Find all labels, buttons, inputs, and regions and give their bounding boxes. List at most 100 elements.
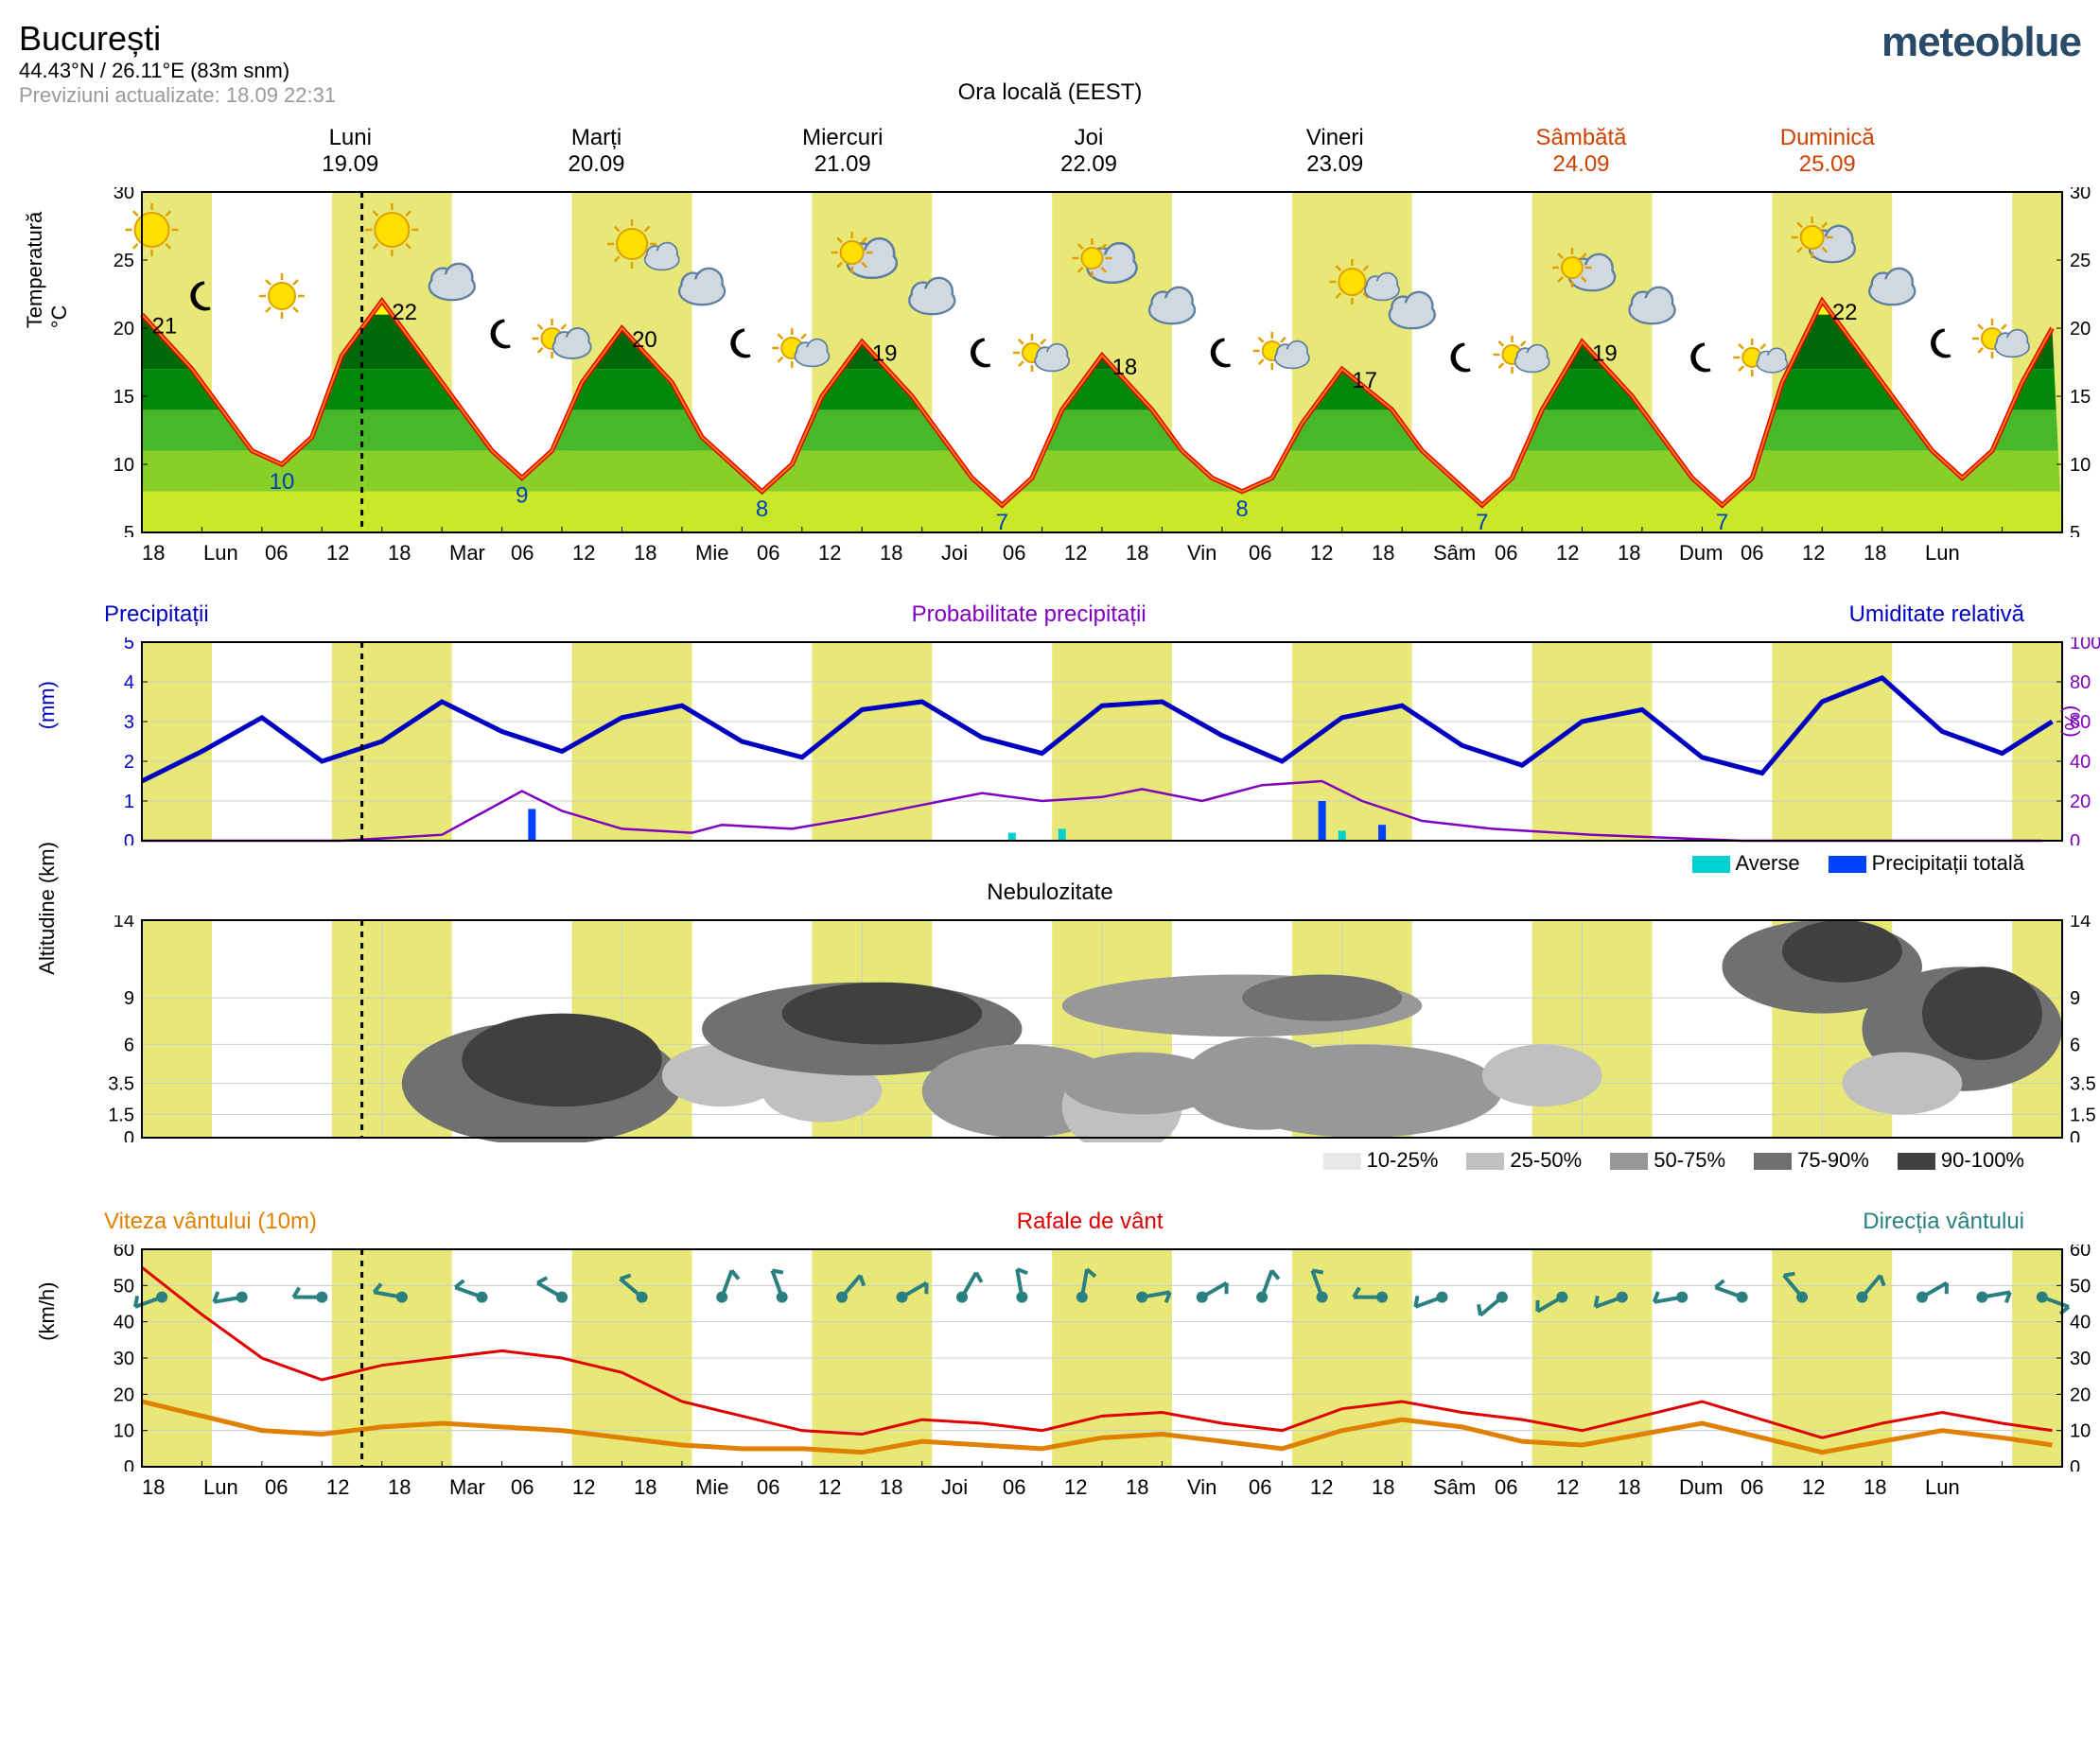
svg-text:40: 40 — [2070, 752, 2091, 773]
svg-text:22: 22 — [392, 300, 417, 325]
svg-text:25: 25 — [114, 251, 134, 271]
svg-text:10: 10 — [2070, 1421, 2091, 1442]
svg-text:30: 30 — [2070, 1349, 2091, 1369]
svg-text:10: 10 — [114, 1421, 134, 1442]
day-header: Duminică25.09 — [1705, 125, 1951, 178]
precipitation-chart: 012345 020406080100 — [104, 637, 2100, 845]
legend-item: 25-50% — [1466, 1148, 1582, 1173]
svg-text:30: 30 — [114, 187, 134, 203]
svg-text:4: 4 — [124, 672, 134, 693]
precip-y-label-left: (mm) — [35, 681, 60, 729]
day-header: Vineri23.09 — [1212, 125, 1458, 178]
svg-text:0: 0 — [124, 1457, 134, 1472]
svg-text:8: 8 — [756, 496, 768, 522]
day-header: Marți20.09 — [473, 125, 719, 178]
svg-text:8: 8 — [1235, 496, 1248, 522]
wind-chart: 0 10 20 30 40 50 60 0 10 20 30 40 50 60 — [104, 1245, 2100, 1472]
legend-item: 10-25% — [1323, 1148, 1439, 1173]
svg-text:15: 15 — [2070, 387, 2091, 408]
svg-text:50: 50 — [2070, 1276, 2091, 1297]
cloud-panel: Altitudine (km) 001.51.53.53.566991414 — [104, 915, 2024, 1142]
svg-text:2: 2 — [124, 752, 134, 773]
svg-text:0: 0 — [2070, 831, 2080, 845]
day-header: Miercuri21.09 — [720, 125, 966, 178]
svg-text:9: 9 — [124, 988, 134, 1009]
svg-text:3.5: 3.5 — [108, 1074, 134, 1095]
precip-title: Precipitații — [104, 601, 209, 628]
svg-text:25: 25 — [2070, 251, 2091, 271]
svg-text:9: 9 — [516, 482, 528, 508]
svg-text:80: 80 — [2070, 672, 2091, 693]
svg-text:20: 20 — [2070, 792, 2091, 812]
location-title: București — [19, 19, 336, 59]
svg-text:14: 14 — [114, 915, 134, 932]
svg-text:18: 18 — [1112, 355, 1138, 380]
temp-y-label: Temperatură°C — [23, 212, 72, 329]
precip-legend: Averse Precipitații totală — [104, 851, 2024, 876]
legend-item: Precipitații totală — [1829, 851, 2024, 876]
precip-titles: Precipitații Probabilitate precipitații Um… — [104, 594, 2024, 628]
day-header: Joi22.09 — [966, 125, 1212, 178]
svg-text:20: 20 — [2070, 1385, 2091, 1405]
svg-text:100: 100 — [2070, 637, 2100, 653]
svg-text:50: 50 — [114, 1276, 134, 1297]
precip-y-label-right: (%) — [2059, 705, 2084, 738]
svg-text:19: 19 — [1592, 340, 1618, 366]
svg-text:5: 5 — [124, 637, 134, 653]
svg-text:30: 30 — [2070, 187, 2091, 203]
svg-text:60: 60 — [114, 1245, 134, 1261]
svg-text:5: 5 — [124, 523, 134, 537]
svg-text:17: 17 — [1352, 368, 1377, 393]
precipitation-panel: (mm) (%) 012345 020406080100 — [104, 637, 2024, 845]
svg-text:1: 1 — [124, 792, 134, 812]
svg-text:10: 10 — [2070, 455, 2091, 476]
svg-text:0: 0 — [124, 831, 134, 845]
svg-text:40: 40 — [114, 1313, 134, 1333]
svg-text:10: 10 — [114, 455, 134, 476]
svg-text:3: 3 — [124, 712, 134, 733]
precip-title: Probabilitate precipitații — [912, 601, 1146, 628]
wind-title: Rafale de vânt — [1017, 1209, 1164, 1235]
svg-text:20: 20 — [114, 319, 134, 340]
cloud-title: Nebulozitate — [19, 880, 2081, 906]
wind-y-label: (km/h) — [35, 1282, 60, 1341]
day-header: Luni19.09 — [227, 125, 473, 178]
svg-text:20: 20 — [114, 1385, 134, 1405]
wind-title: Direcția vântului — [1863, 1209, 2024, 1235]
precip-title: Umiditate relativă — [1849, 601, 2024, 628]
temperature-panel: Temperatură°C 51015202530 51015202530 21… — [104, 187, 2024, 537]
svg-text:0: 0 — [124, 1128, 134, 1142]
svg-text:22: 22 — [1832, 300, 1858, 325]
svg-text:60: 60 — [2070, 1245, 2091, 1261]
svg-text:9: 9 — [2070, 988, 2080, 1009]
day-headers: Luni19.09Marți20.09Miercuri21.09Joi22.09… — [104, 125, 2024, 178]
svg-text:14: 14 — [2070, 915, 2091, 932]
updated-text: Previziuni actualizate: 18.09 22:31 — [19, 83, 336, 108]
brand-logo: meteoblue — [1881, 19, 2081, 66]
legend-item: Averse — [1692, 851, 1800, 876]
svg-text:6: 6 — [124, 1035, 134, 1055]
cloud-legend: 10-25%25-50%50-75%75-90%90-100% — [104, 1148, 2024, 1173]
temperature-chart: 51015202530 51015202530 2122201918171922… — [104, 187, 2100, 537]
wind-titles: Viteza vântului (10m) Rafale de vânt Direc… — [104, 1201, 2024, 1235]
cloud-chart: 001.51.53.53.566991414 — [104, 915, 2100, 1142]
day-header: Sâmbătă24.09 — [1458, 125, 1704, 178]
svg-text:19: 19 — [872, 340, 898, 366]
svg-text:0: 0 — [2070, 1128, 2080, 1142]
svg-text:21: 21 — [152, 314, 178, 340]
wind-title: Viteza vântului (10m) — [104, 1209, 317, 1235]
wind-panel: (km/h) 0102030405060 0102030405060 — [104, 1245, 2024, 1472]
legend-item: 75-90% — [1754, 1148, 1869, 1173]
cloud-y-label: Altitudine (km) — [35, 842, 60, 975]
svg-text:5: 5 — [2070, 523, 2080, 537]
svg-text:3.5: 3.5 — [2070, 1074, 2096, 1095]
svg-text:40: 40 — [2070, 1313, 2091, 1333]
legend-item: 90-100% — [1898, 1148, 2024, 1173]
coordinates-text: 44.43°N / 26.11°E (83m snm) — [19, 59, 336, 83]
svg-text:1.5: 1.5 — [108, 1105, 134, 1125]
svg-text:20: 20 — [2070, 319, 2091, 340]
svg-text:0: 0 — [2070, 1457, 2080, 1472]
x-axis-bottom: 18Lun061218Mar061218Mie061218Joi061218Vi… — [19, 1475, 2081, 1500]
svg-text:20: 20 — [632, 327, 657, 353]
svg-text:30: 30 — [114, 1349, 134, 1369]
